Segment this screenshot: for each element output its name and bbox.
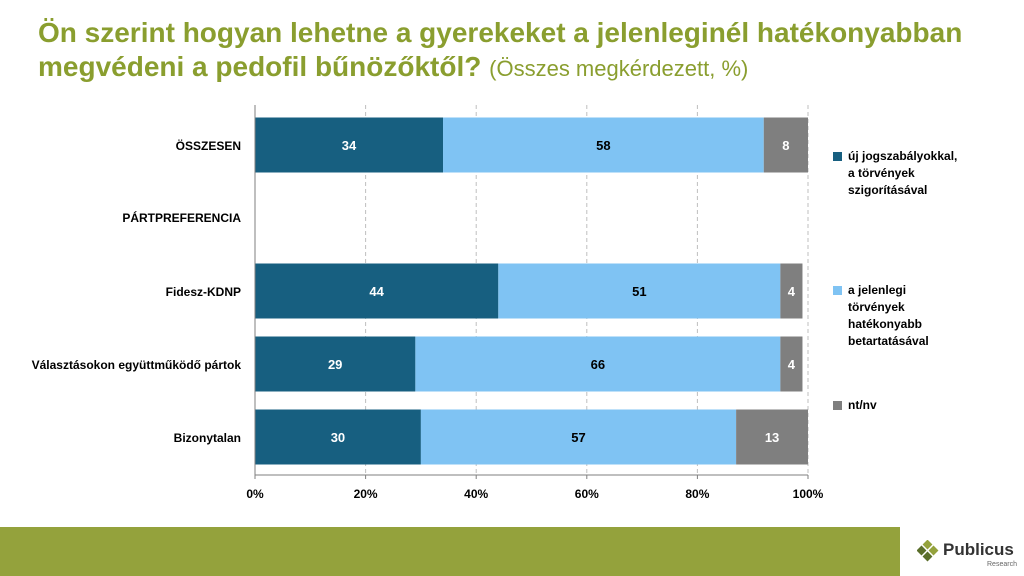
data-label: 4 — [788, 357, 796, 372]
x-tick-label: 0% — [246, 487, 264, 501]
data-label: 29 — [328, 357, 342, 372]
logo-tagline: Research — [987, 561, 1017, 568]
data-label: 58 — [596, 138, 610, 153]
bar-segment — [255, 336, 416, 392]
stacked-bar-chart: 34 58 8 ÖSSZESEN PÁRTPREFERENCIA 44 51 4 Fidesz-… — [32, 105, 957, 501]
bar-segment — [780, 336, 803, 392]
category-label: Választásokon együttműködő pártok — [32, 358, 242, 372]
bar-segment — [255, 117, 444, 173]
data-label: 4 — [788, 284, 796, 299]
data-label: 57 — [571, 430, 585, 445]
category-label: Fidesz-KDNP — [166, 285, 241, 299]
logo-mark-icon — [917, 540, 939, 562]
title-subtitle: (Összes megkérdezett, %) — [489, 56, 749, 81]
bar-segment — [736, 409, 808, 465]
data-label: 66 — [591, 357, 605, 372]
bar-segment — [780, 263, 803, 319]
legend-swatch — [833, 401, 842, 410]
bar-segment — [255, 409, 421, 465]
legend-label: új jogszabályokkal, a törvények szigorítás… — [848, 149, 957, 197]
category-label: ÖSSZESEN — [176, 138, 241, 153]
legend-label: a jelenlegi törvények hatékonyabb betartatá… — [848, 283, 929, 348]
legend-label: nt/nv — [848, 398, 877, 412]
bar-segment — [443, 117, 764, 173]
category-label: PÁRTPREFERENCIA — [122, 210, 241, 225]
legend-swatch — [833, 286, 842, 295]
x-tick-label: 40% — [464, 487, 488, 501]
data-label: 30 — [331, 430, 345, 445]
title-main: Ön szerint hogyan lehetne a gyerekeket a… — [38, 17, 963, 82]
data-label: 34 — [342, 138, 357, 153]
data-label: 44 — [369, 284, 384, 299]
chart-title: Ön szerint hogyan lehetne a gyerekeket a… — [38, 16, 998, 86]
bar-segment — [255, 263, 499, 319]
category-label: Bizonytalan — [174, 431, 241, 445]
x-tick-label: 80% — [685, 487, 709, 501]
bar-segment — [763, 117, 808, 173]
footer-bar — [0, 527, 1024, 576]
logo-name: Publicus — [943, 540, 1014, 559]
bar-segment — [420, 409, 737, 465]
bar-segment — [415, 336, 781, 392]
footer-band — [0, 527, 900, 576]
bar-segment — [498, 263, 781, 319]
publicus-logo: Publicus Research — [917, 534, 1022, 572]
data-label: 51 — [632, 284, 646, 299]
x-tick-label: 60% — [575, 487, 599, 501]
data-label: 8 — [782, 138, 789, 153]
legend-swatch — [833, 152, 842, 161]
data-label: 13 — [765, 430, 779, 445]
x-tick-label: 100% — [793, 487, 824, 501]
x-tick-label: 20% — [354, 487, 378, 501]
